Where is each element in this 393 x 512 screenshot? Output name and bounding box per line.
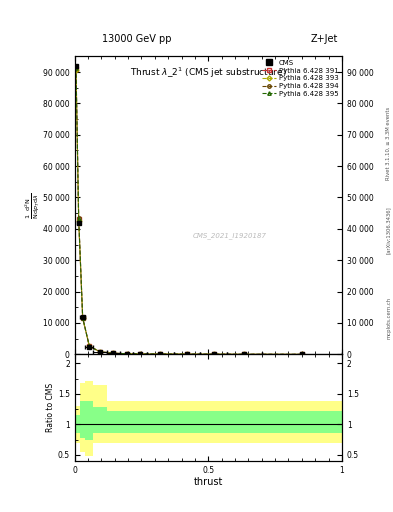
Text: 13000 GeV pp: 13000 GeV pp	[102, 33, 172, 44]
Text: Thrust $\lambda\_2^1$ (CMS jet substructure): Thrust $\lambda\_2^1$ (CMS jet substruct…	[130, 65, 287, 80]
Y-axis label: Ratio to CMS: Ratio to CMS	[46, 383, 55, 432]
Text: Z+Jet: Z+Jet	[310, 33, 338, 44]
Text: Rivet 3.1.10, ≥ 3.3M events: Rivet 3.1.10, ≥ 3.3M events	[386, 106, 391, 180]
X-axis label: thrust: thrust	[194, 477, 223, 487]
Y-axis label: $\frac{1}{\mathrm{N}} \frac{\mathrm{d}^2\mathrm{N}}{\mathrm{d}p_T \mathrm{d}\lam: $\frac{1}{\mathrm{N}} \frac{\mathrm{d}^2…	[23, 192, 42, 219]
Text: [arXiv:1306.3436]: [arXiv:1306.3436]	[386, 206, 391, 254]
Text: CMS_2021_I1920187: CMS_2021_I1920187	[193, 232, 267, 239]
Text: mcplots.cern.ch: mcplots.cern.ch	[386, 296, 391, 338]
Legend: CMS, Pythia 6.428 391, Pythia 6.428 393, Pythia 6.428 394, Pythia 6.428 395: CMS, Pythia 6.428 391, Pythia 6.428 393,…	[261, 58, 340, 98]
